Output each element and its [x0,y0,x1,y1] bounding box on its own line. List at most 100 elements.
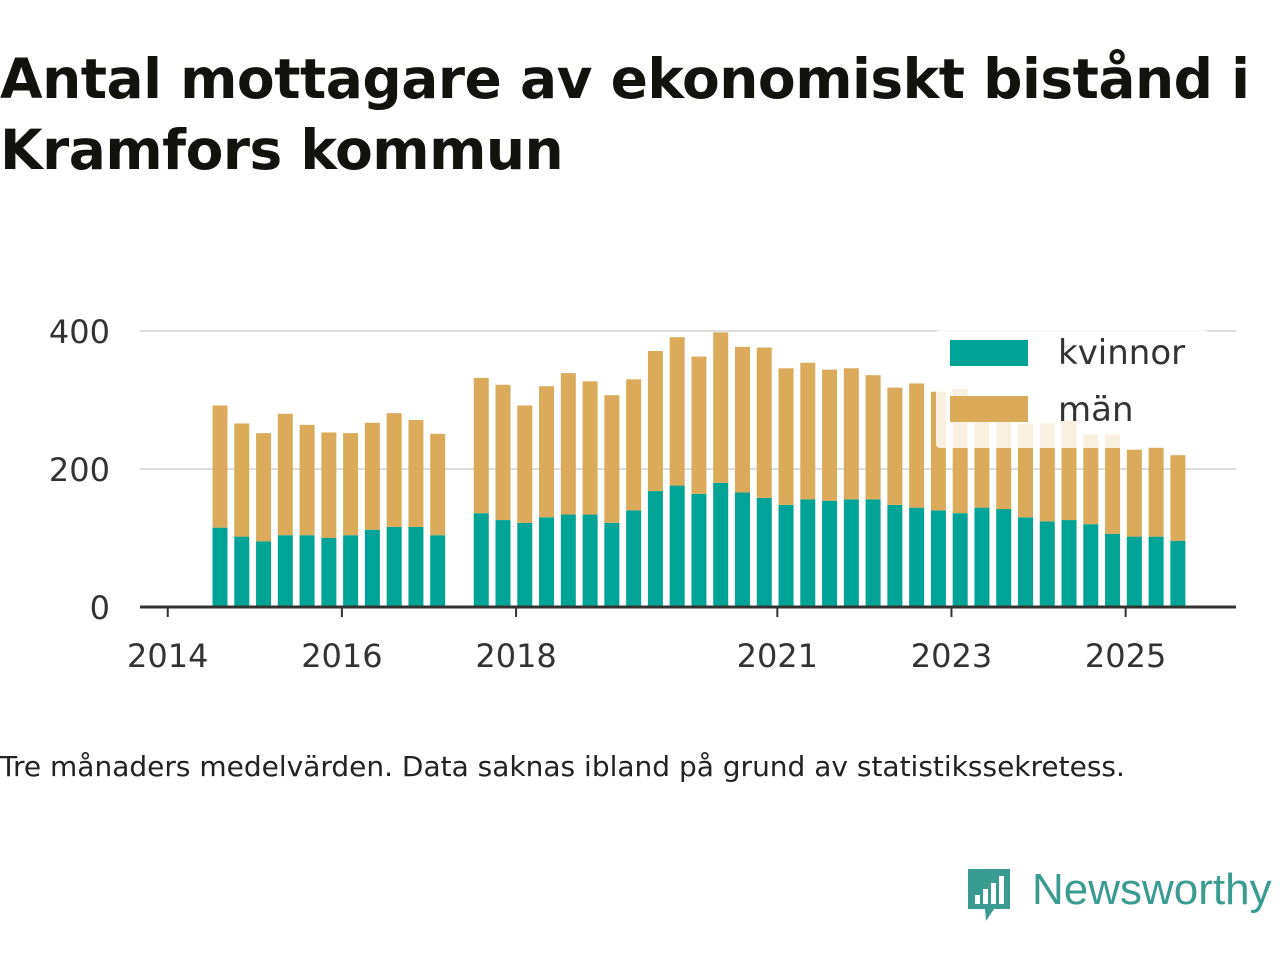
bar-kvinnor-2020-Q2 [713,482,729,607]
bar-kvinnor-2018-Q1 [517,522,533,607]
bar-kvinnor-2018-Q4 [582,514,598,607]
bar-man-2018-Q2 [539,386,555,518]
legend: kvinnor män [936,330,1208,448]
bar-man-2015-Q3 [299,424,315,536]
stacked-bar-chart: 0 200 400 2014 2016 2018 2021 2023 2025 kvinnor … [49,313,1236,675]
bar-kvinnor-2014-Q4 [234,536,250,607]
bar-man-2014-Q3 [212,405,228,528]
bar-kvinnor-2016-Q3 [386,526,402,607]
bar-man-2014-Q4 [234,423,250,537]
bar-kvinnor-2017-Q4 [495,520,511,607]
x-tick-label-2016: 2016 [301,637,382,675]
bar-man-2021-Q2 [800,362,816,500]
x-tick-label-2025: 2025 [1085,637,1166,675]
bar-kvinnor-2017-Q1 [430,535,446,607]
bar-man-2020-Q2 [713,332,729,483]
bar-man-2017-Q1 [430,433,446,536]
bar-man-2017-Q3 [473,377,489,514]
brand-logo: Newsworthy [964,862,1272,928]
legend-swatch-kvinnor [950,340,1028,366]
bar-man-2024-Q4 [1105,434,1121,534]
chart-caption: Tre månaders medelvärden. Data saknas ib… [0,750,1125,783]
bar-kvinnor-2023-Q3 [996,509,1012,607]
bar-man-2016-Q1 [343,433,359,536]
bar-man-2020-Q3 [734,346,750,493]
bar-kvinnor-2019-Q1 [604,522,620,607]
axes: 0 200 400 2014 2016 2018 2021 2023 2025 [49,313,1236,675]
bar-kvinnor-2015-Q1 [256,541,272,607]
bar-man-2022-Q1 [865,375,881,500]
bar-kvinnor-2023-Q4 [1017,517,1033,607]
bar-kvinnor-2025-Q2 [1148,536,1164,607]
bar-man-2016-Q4 [408,420,424,527]
bar-kvinnor-2023-Q2 [974,507,990,607]
bar-kvinnor-2024-Q2 [1061,520,1077,607]
bar-kvinnor-2017-Q3 [473,513,489,607]
bar-man-2018-Q4 [582,381,598,515]
bar-kvinnor-2016-Q2 [364,529,380,607]
newsworthy-logo-icon [968,869,1010,921]
bar-kvinnor-2015-Q3 [299,535,315,607]
bar-kvinnor-2016-Q4 [408,526,424,607]
bar-kvinnor-2018-Q3 [560,514,576,607]
bar-man-2025-Q3 [1170,455,1186,541]
bar-man-2025-Q2 [1148,446,1164,537]
x-tick-label-2021: 2021 [737,637,818,675]
legend-swatch-man [950,396,1028,422]
bar-kvinnor-2021-Q2 [800,499,816,607]
bar-man-2019-Q3 [647,351,663,492]
y-tick-label-200: 200 [49,451,110,489]
bar-man-2022-Q2 [887,387,903,505]
bar-man-2015-Q2 [277,413,293,536]
bar-kvinnor-2020-Q1 [691,493,707,607]
bar-kvinnor-2021-Q4 [843,499,859,607]
bar-kvinnor-2020-Q3 [734,492,750,607]
bar-man-2016-Q2 [364,422,380,530]
bar-kvinnor-2019-Q2 [626,510,642,607]
bar-man-2015-Q1 [256,433,272,542]
bar-man-2019-Q2 [626,379,642,511]
bar-man-2021-Q4 [843,368,859,500]
bar-kvinnor-2019-Q4 [669,485,685,607]
bar-kvinnor-2022-Q2 [887,504,903,607]
bar-man-2018-Q1 [517,405,533,523]
bar-kvinnor-2022-Q4 [930,510,946,607]
bar-kvinnor-2025-Q1 [1126,536,1142,607]
bar-man-2021-Q3 [822,369,838,501]
bar-kvinnor-2023-Q1 [952,513,968,607]
bar-kvinnor-2022-Q3 [909,507,925,607]
y-tick-label-0: 0 [90,589,110,627]
bar-kvinnor-2024-Q3 [1083,524,1099,607]
bar-kvinnor-2014-Q3 [212,527,228,607]
bar-man-2020-Q4 [756,347,772,498]
bar-man-2025-Q1 [1126,449,1142,537]
bar-kvinnor-2020-Q4 [756,497,772,607]
legend-label-kvinnor: kvinnor [1058,333,1185,373]
bar-kvinnor-2024-Q1 [1039,521,1055,607]
chart-title: Antal mottagare av ekonomiskt bistånd i … [0,47,1250,182]
bar-kvinnor-2022-Q1 [865,499,881,607]
x-tick-label-2014: 2014 [127,637,208,675]
bar-kvinnor-2025-Q3 [1170,540,1186,607]
bars [212,332,1186,607]
bar-man-2021-Q1 [778,368,794,505]
bar-man-2022-Q3 [909,383,925,508]
bar-man-2019-Q4 [669,337,685,486]
bar-kvinnor-2015-Q4 [321,538,337,607]
bar-kvinnor-2024-Q4 [1105,533,1121,607]
bar-man-2019-Q1 [604,395,620,523]
bar-kvinnor-2021-Q3 [822,500,838,607]
brand-name: Newsworthy [1032,865,1272,914]
x-tick-label-2023: 2023 [911,637,992,675]
bar-kvinnor-2018-Q2 [539,517,555,607]
bar-man-2020-Q1 [691,356,707,494]
bar-man-2016-Q3 [386,413,402,527]
bar-kvinnor-2021-Q1 [778,504,794,607]
bar-kvinnor-2015-Q2 [277,535,293,607]
y-tick-label-400: 400 [49,313,110,351]
bar-man-2018-Q3 [560,373,576,515]
bar-man-2024-Q3 [1083,434,1099,525]
x-tick-label-2018: 2018 [475,637,556,675]
bar-man-2015-Q4 [321,432,337,538]
bar-kvinnor-2016-Q1 [343,535,359,607]
